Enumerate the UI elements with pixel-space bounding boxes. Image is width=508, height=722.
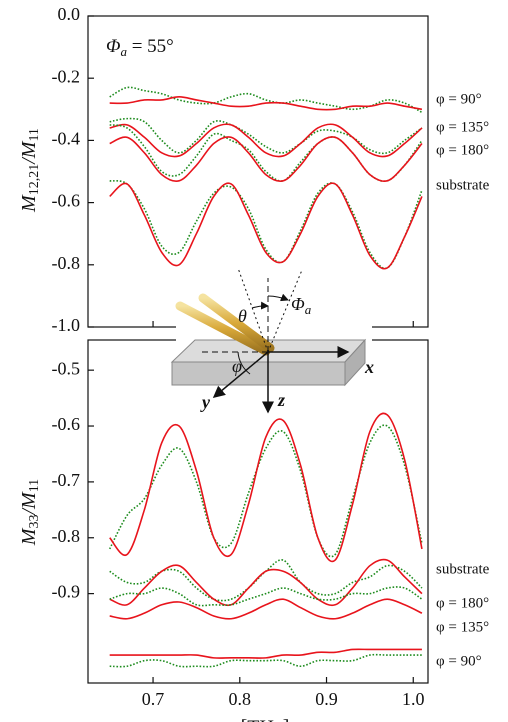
model-curve: [109, 412, 423, 563]
rod: [198, 293, 275, 353]
y-label-text: M: [18, 527, 40, 546]
model-curve: [109, 96, 423, 111]
model-curve: [109, 123, 423, 158]
phi-a-arc: [267, 293, 289, 302]
measured-curve: [109, 180, 423, 270]
theta-arc: [251, 301, 269, 310]
y-label-text: /M: [18, 491, 40, 516]
x-tick-label: 0.7: [142, 689, 165, 709]
model-curve: [109, 648, 422, 659]
series-label: substrate: [436, 177, 490, 193]
panel: 0.0 -0.2 -0.4 -0.6 -0.8 -1.0 φ = 90° φ = 135° φ …: [18, 4, 490, 335]
y-label-subscript: 12,21: [27, 164, 42, 196]
y-axis-label: y: [200, 392, 211, 412]
rod: [175, 301, 271, 356]
y-axis-label: M33/M11: [18, 479, 43, 546]
y-tick-label: -0.8: [52, 526, 81, 546]
x-tick-label: 0.9: [315, 689, 338, 709]
measured-curve: [109, 653, 422, 668]
y-label-subscript: 11: [27, 128, 42, 141]
y-axis-label: M12,21/M11: [18, 128, 43, 213]
annotation-part: Φ: [106, 36, 120, 57]
plots: 0.0 -0.2 -0.4 -0.6 -0.8 -1.0 φ = 90° φ = 135° φ …: [18, 4, 490, 722]
plot-frame: [87, 339, 429, 684]
model-curve: [109, 136, 423, 183]
x-tick-label: 0.8: [229, 689, 252, 709]
sample-inset: x y z θ φ Φa: [170, 267, 374, 414]
y-label-subscript: 11: [27, 479, 42, 492]
y-tick-label: -0.9: [52, 582, 81, 602]
y-label-text: M: [18, 194, 40, 213]
annotation: Φa = 55°: [106, 36, 174, 59]
y-tick-label: -0.5: [52, 358, 81, 378]
x-tick-label: 1.0: [402, 689, 425, 709]
series-label: φ = 135°: [436, 119, 489, 135]
y-tick-label: -0.6: [52, 191, 81, 211]
measured-curve: [108, 424, 423, 558]
series-label: φ = 90°: [436, 91, 482, 107]
series-label: φ = 135°: [436, 619, 489, 635]
phi-a-symbol: Φ: [291, 294, 305, 314]
measured-curve: [109, 117, 423, 155]
phi-a-label: Φa: [291, 294, 312, 317]
series-label: substrate: [436, 561, 490, 577]
y-label-text: /M: [18, 140, 40, 165]
model-curve: [109, 558, 423, 607]
phi-label: φ: [232, 356, 242, 376]
plot-frame: [87, 15, 429, 328]
slab-front: [171, 361, 346, 386]
phi-a-subscript: a: [305, 302, 312, 317]
z-axis-label: z: [277, 390, 285, 410]
x-axis-label: x: [364, 357, 374, 377]
series-label: φ = 180°: [436, 595, 489, 611]
y-label-subscript: 33: [27, 515, 42, 529]
series-label: φ = 90°: [436, 653, 482, 669]
y-tick-label: -0.4: [52, 129, 81, 149]
model-curve: [109, 598, 423, 620]
y-tick-label: -0.7: [52, 470, 81, 490]
phi-arc: [237, 351, 251, 375]
y-tick-label: -0.6: [52, 414, 81, 434]
y-tick-label: -1.0: [52, 315, 81, 335]
annotation-part: a: [120, 44, 127, 59]
y-tick-label: -0.8: [52, 253, 81, 273]
y-tick-label: 0.0: [58, 4, 81, 24]
slab-side: [344, 338, 366, 387]
theta-label: θ: [238, 306, 247, 326]
measured-curve: [109, 559, 423, 602]
measured-curve: [109, 586, 423, 607]
annotation-part: = 55°: [127, 36, 174, 57]
y-tick-label: -0.2: [52, 66, 81, 86]
x-axis-label: ν [THz]: [227, 717, 290, 722]
model-curve: [109, 182, 423, 270]
series-label: φ = 180°: [436, 142, 489, 158]
y-axis-arrow: [212, 351, 269, 398]
panel: -0.5 -0.6 -0.7 -0.8 -0.9 0.7 0.8 0.9 1.0 substrat…: [18, 339, 490, 722]
